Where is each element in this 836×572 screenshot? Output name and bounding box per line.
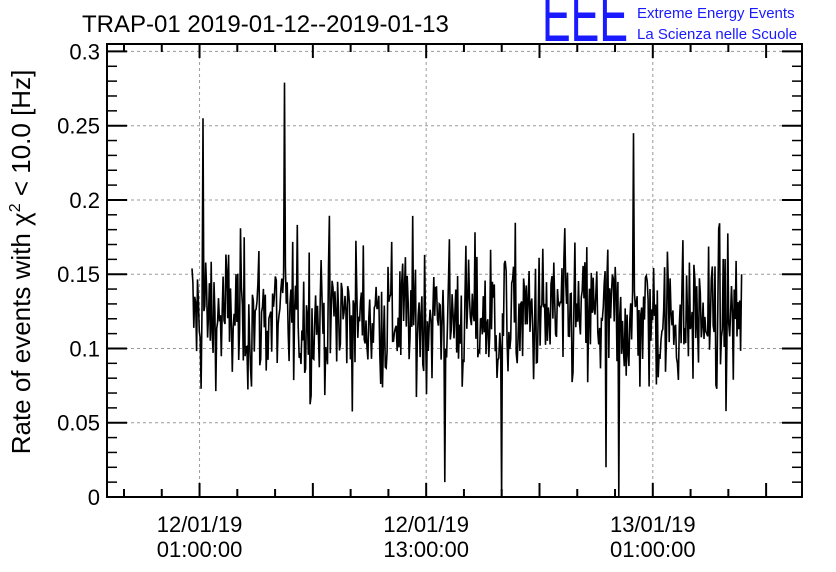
x-tick-label-date: 12/01/19 (157, 512, 243, 537)
x-tick-label-date: 12/01/19 (383, 512, 469, 537)
series-line (191, 82, 743, 498)
y-tick-label: 0.05 (57, 411, 100, 436)
y-axis-title-sup: 2 (7, 203, 24, 212)
data-series (191, 82, 743, 498)
x-tick-label-date: 13/01/19 (610, 512, 696, 537)
eee-logo-line2: La Scienza nelle Scuole (637, 26, 797, 43)
y-axis-title-chi: χ (6, 212, 36, 226)
chart-title: TRAP-01 2019-01-12--2019-01-13 (82, 11, 449, 38)
y-axis-title-prefix: Rate of events with (6, 226, 36, 454)
y-axis-title-suffix: < 10.0 [Hz] (6, 70, 36, 204)
x-tick-label-time: 01:00:00 (610, 537, 696, 562)
y-tick-label: 0.1 (69, 336, 100, 361)
axes (107, 44, 802, 498)
grid (107, 44, 802, 497)
plot-frame (106, 43, 803, 498)
eee-logo-line1: Extreme Energy Events (637, 5, 795, 22)
tick-labels: 00.050.10.150.20.250.312/01/1901:00:0012… (57, 39, 695, 562)
x-tick-label-time: 13:00:00 (383, 537, 469, 562)
eee-logo: EEE Extreme Energy Events La Scienza nel… (542, 0, 797, 57)
y-tick-label: 0.25 (57, 114, 100, 139)
y-tick-label: 0 (88, 485, 100, 510)
y-tick-label: 0.2 (69, 188, 100, 213)
y-axis-title: Rate of events with χ2 < 10.0 [Hz] (6, 70, 36, 455)
x-tick-label-time: 01:00:00 (157, 537, 243, 562)
y-tick-label: 0.15 (57, 262, 100, 287)
eee-logo-mark: EEE (542, 0, 628, 57)
y-tick-label: 0.3 (69, 39, 100, 64)
